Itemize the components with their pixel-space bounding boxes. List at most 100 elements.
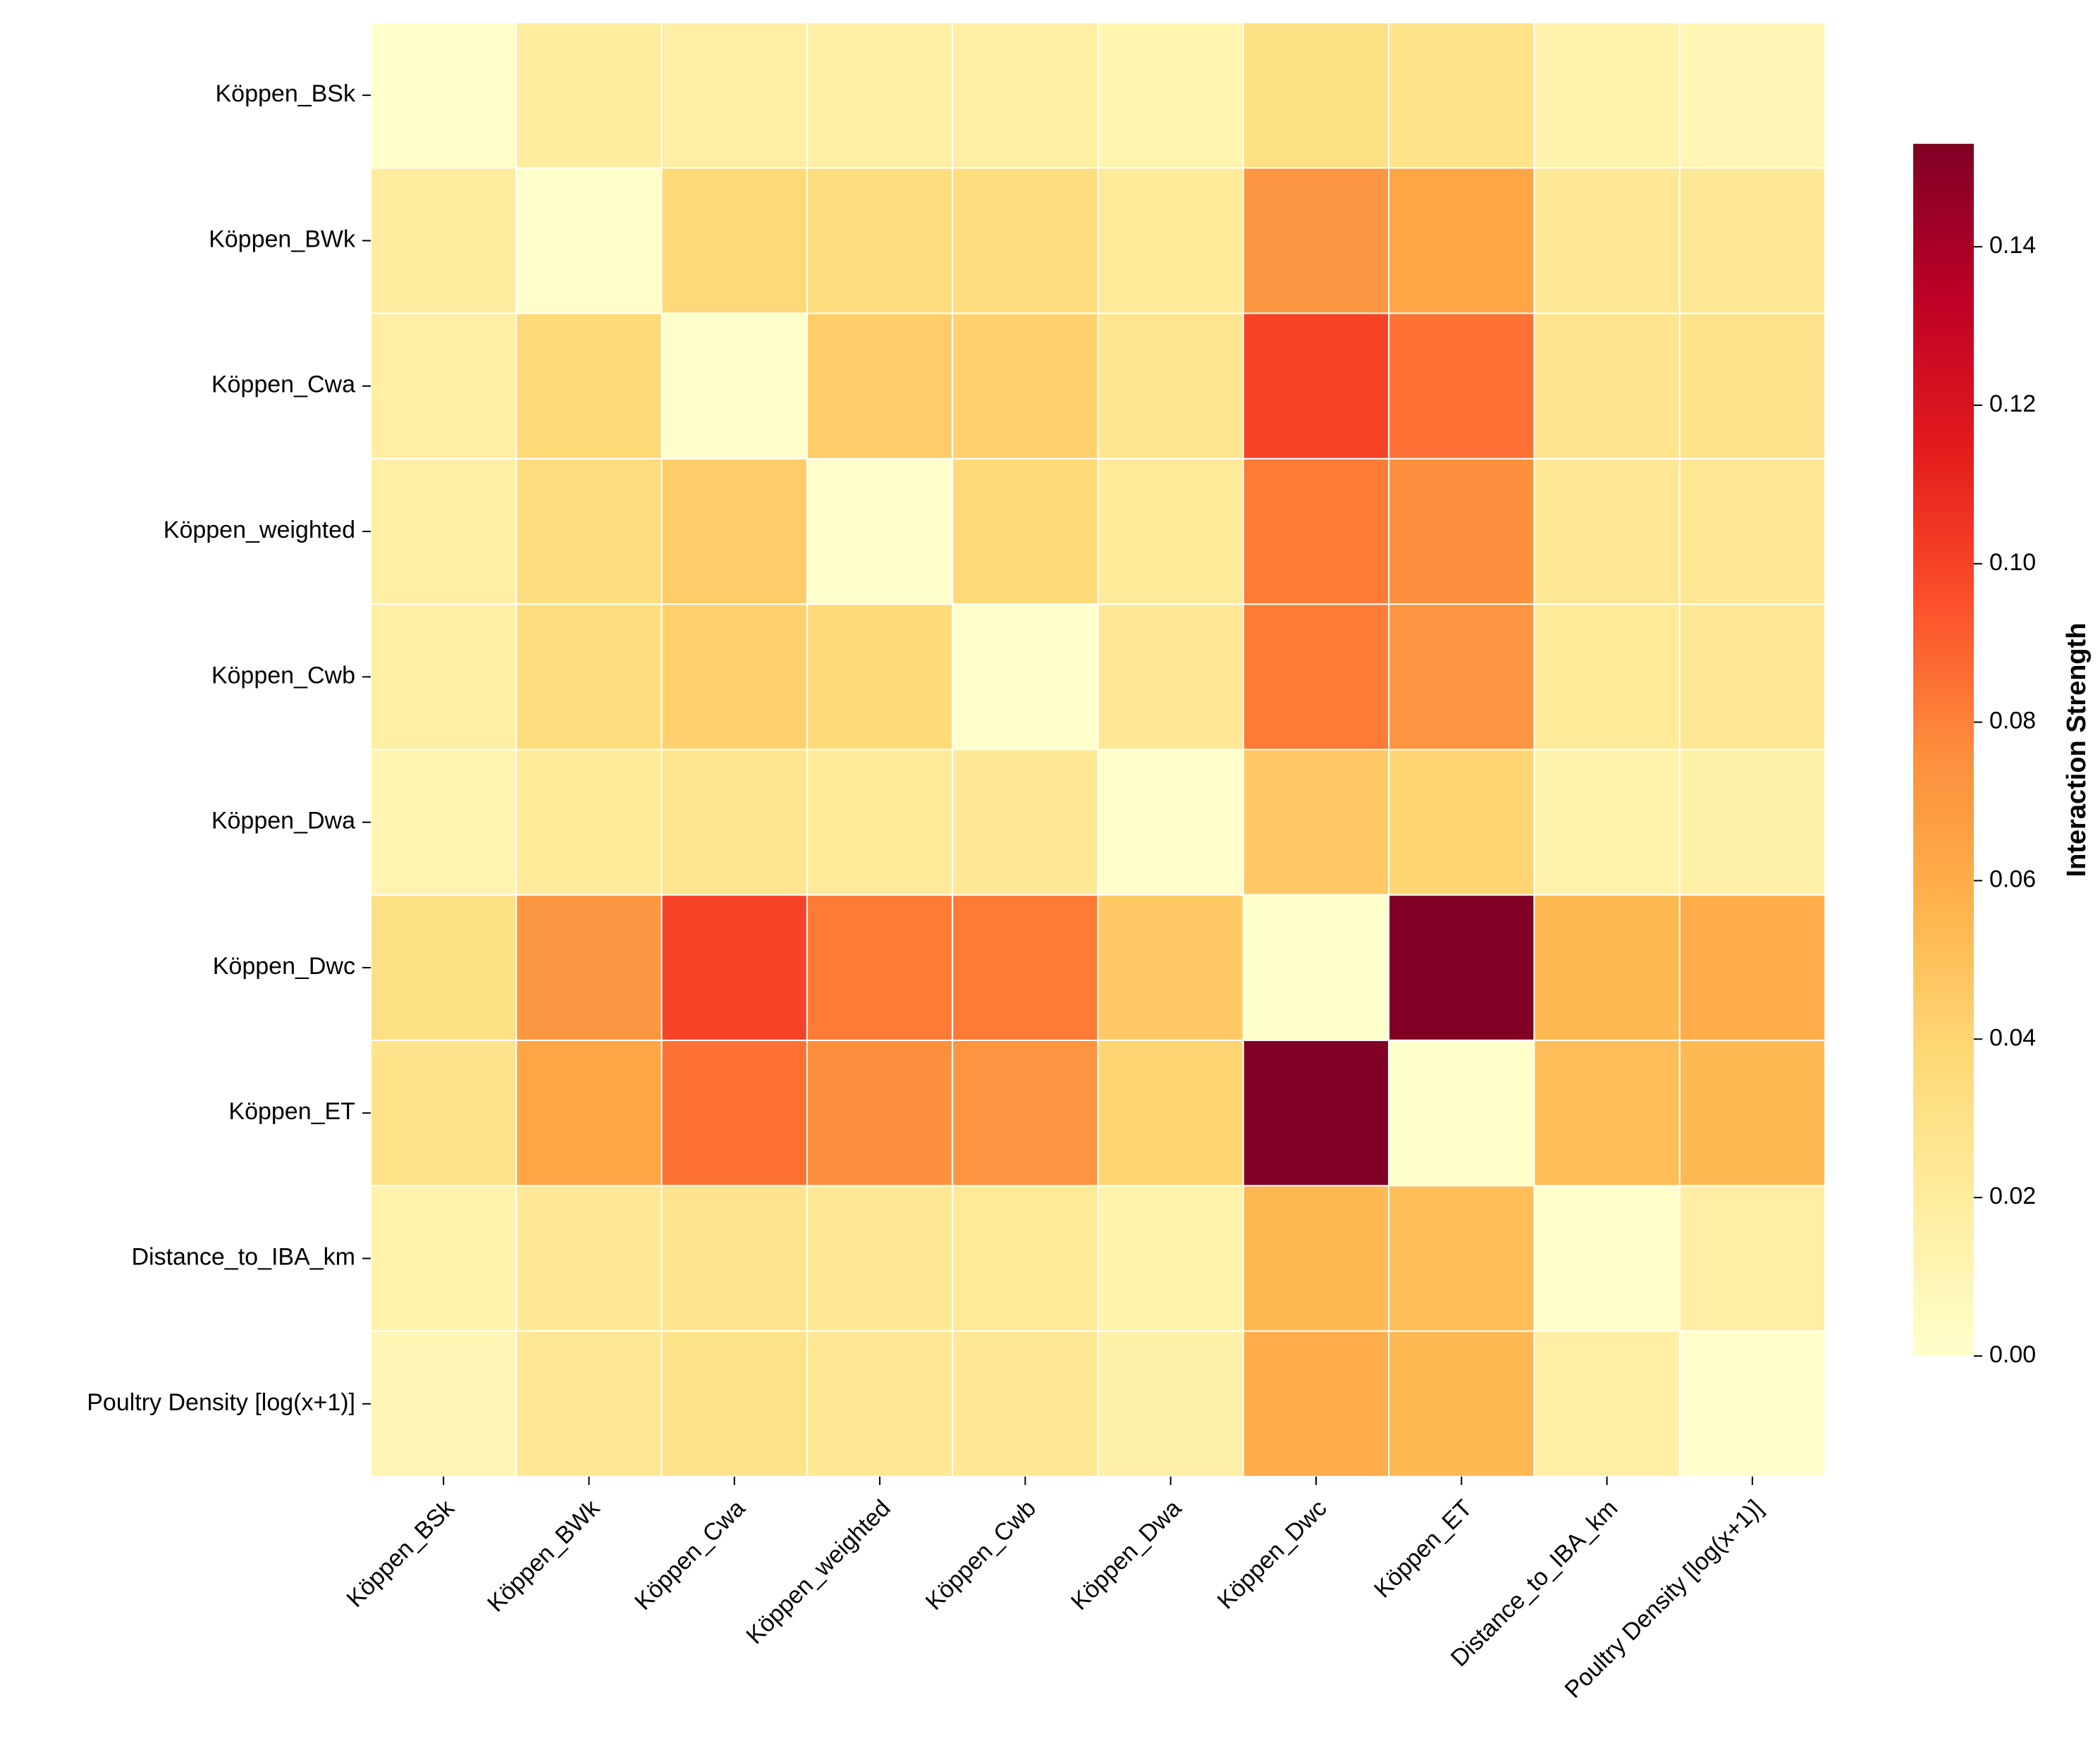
heatmap-cell: [952, 167, 1099, 314]
y-tick-label: Poultry Density [log(x+1)]: [87, 1389, 355, 1416]
heatmap-cell: [370, 22, 517, 169]
heatmap-cell: [1242, 457, 1390, 605]
heatmap-cell: [515, 312, 663, 460]
heatmap-cell: [952, 1040, 1099, 1187]
heatmap-cell: [370, 312, 517, 460]
heatmap-cell: [806, 1040, 954, 1187]
heatmap-cell: [1242, 1040, 1390, 1187]
heatmap-cell: [370, 1040, 517, 1187]
heatmap-cell: [952, 894, 1099, 1042]
colorbar-tick-label: 0.00: [1989, 1341, 2036, 1368]
heatmap-cell: [1678, 1185, 1826, 1332]
colorbar-tick-label: 0.04: [1989, 1024, 2036, 1051]
heatmap-cell: [1533, 603, 1681, 751]
heatmap-cell: [1678, 894, 1826, 1042]
heatmap-cell: [1097, 167, 1244, 314]
heatmap-cell: [515, 1040, 663, 1187]
heatmap-cell: [515, 167, 663, 314]
heatmap-cell: [1533, 22, 1681, 169]
heatmap-cell: [1388, 1185, 1535, 1332]
heatmap-cell: [1242, 22, 1390, 169]
heatmap-cell: [661, 457, 808, 605]
heatmap-cell: [952, 1330, 1099, 1477]
y-tick-label: Distance_to_IBA_km: [132, 1244, 356, 1271]
colorbar-tick-label: 0.10: [1989, 549, 2036, 576]
heatmap-cell: [1533, 1185, 1681, 1332]
heatmap-cell: [515, 603, 663, 751]
heatmap-cell: [370, 603, 517, 751]
x-tick-label: Köppen_Cwb: [921, 1495, 1041, 1615]
heatmap-cell: [952, 748, 1099, 896]
heatmap-cell: [1388, 22, 1535, 169]
x-tick-label: Distance_to_IBA_km: [1446, 1495, 1623, 1672]
heatmap-cell: [370, 894, 517, 1042]
heatmap-cell: [661, 312, 808, 460]
heatmap-cell: [1678, 1040, 1826, 1187]
x-tick-label: Köppen_ET: [1369, 1495, 1478, 1603]
heatmap-cell: [1533, 748, 1681, 896]
x-tick-label: Köppen_Cwa: [630, 1495, 750, 1615]
y-tick-label: Köppen_Dwc: [213, 953, 355, 980]
heatmap-cell: [1097, 748, 1244, 896]
heatmap-cell: [806, 457, 954, 605]
heatmap-cell: [806, 167, 954, 314]
heatmap-cells: [370, 22, 1826, 1477]
heatmap-cell: [1388, 748, 1535, 896]
heatmap-cell: [1388, 894, 1535, 1042]
heatmap-cell: [952, 22, 1099, 169]
heatmap-cell: [1388, 312, 1535, 460]
x-tick-label: Köppen_BWk: [482, 1494, 606, 1617]
heatmap-cell: [1678, 167, 1826, 314]
y-axis: Köppen_BSk Köppen_BWk Köppen_Cwa Köppen_wei…: [87, 80, 371, 1416]
colorbar-tick-label: 0.14: [1989, 232, 2036, 259]
colorbar: 0.00 0.02 0.04 0.06 0.08 0.10 0.12 0.14 Interac…: [1913, 144, 2092, 1368]
heatmap-cell: [1388, 167, 1535, 314]
heatmap-cell: [1097, 894, 1244, 1042]
heatmap-cell: [370, 1185, 517, 1332]
heatmap-cell: [1678, 1330, 1826, 1477]
heatmap-cell: [661, 748, 808, 896]
heatmap-cell: [661, 894, 808, 1042]
heatmap-cell: [1533, 1040, 1681, 1187]
colorbar-label: Interaction Strength: [2062, 622, 2092, 877]
heatmap-cell: [1097, 1185, 1244, 1332]
heatmap-cell: [1678, 312, 1826, 460]
y-tick-label: Köppen_BWk: [209, 226, 356, 252]
heatmap-cell: [806, 312, 954, 460]
heatmap-cell: [952, 603, 1099, 751]
colorbar-tick-label: 0.02: [1989, 1183, 2036, 1209]
x-tick-label: Köppen_Dwa: [1066, 1495, 1186, 1615]
heatmap-cell: [952, 457, 1099, 605]
x-tick-label: Köppen_BSk: [342, 1494, 460, 1613]
heatmap-cell: [806, 22, 954, 169]
heatmap-cell: [806, 603, 954, 751]
heatmap-cell: [515, 1330, 663, 1477]
heatmap-cell: [515, 748, 663, 896]
heatmap-cell: [806, 894, 954, 1042]
heatmap-cell: [370, 167, 517, 314]
heatmap-cell: [661, 1040, 808, 1187]
heatmap-cell: [515, 457, 663, 605]
heatmap-cell: [1242, 1185, 1390, 1332]
y-tick-label: Köppen_ET: [228, 1098, 355, 1125]
heatmap-cell: [1388, 1040, 1535, 1187]
heatmap-cell: [1678, 22, 1826, 169]
heatmap-cell: [1097, 457, 1244, 605]
heatmap-cell: [1097, 1330, 1244, 1477]
heatmap-cell: [515, 1185, 663, 1332]
heatmap-cell: [1388, 1330, 1535, 1477]
colorbar-ticks: 0.00 0.02 0.04 0.06 0.08 0.10 0.12 0.14: [1974, 232, 2036, 1368]
heatmap-cell: [806, 1185, 954, 1332]
heatmap-cell: [1242, 748, 1390, 896]
colorbar-gradient: [1913, 144, 1974, 1356]
heatmap-cell: [952, 312, 1099, 460]
heatmap-cell: [1242, 167, 1390, 314]
y-tick-label: Köppen_BSk: [216, 80, 356, 107]
heatmap-cell: [370, 457, 517, 605]
y-tick-label: Köppen_Cwb: [211, 662, 355, 689]
heatmap-cell: [1242, 603, 1390, 751]
y-tick-label: Köppen_Dwa: [211, 808, 355, 834]
colorbar-tick-label: 0.12: [1989, 390, 2036, 417]
heatmap-cell: [1388, 457, 1535, 605]
